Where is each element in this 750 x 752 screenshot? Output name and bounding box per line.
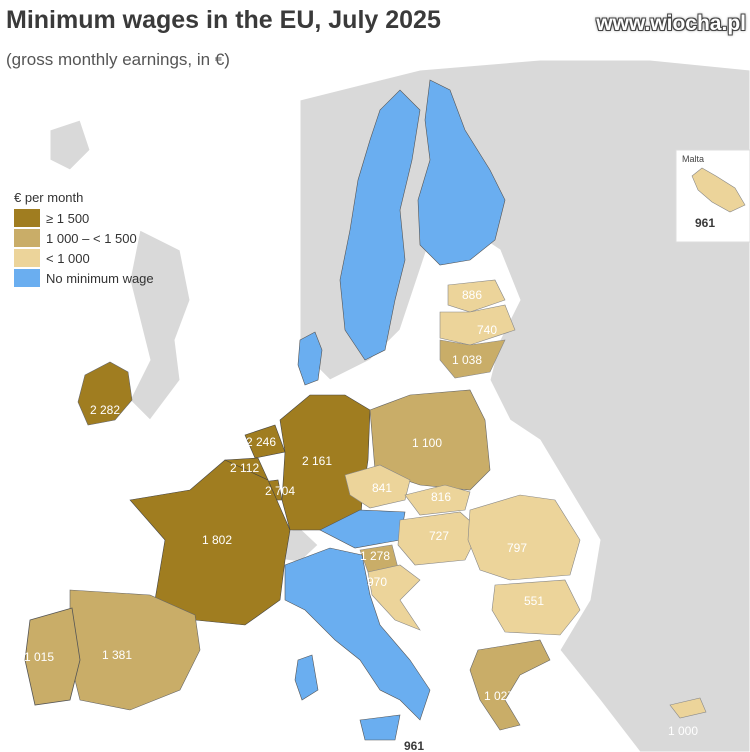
label-czechia: 841 [372,481,392,495]
region-finland [417,79,506,266]
legend: € per month ≥ 1 500 1 000 – < 1 500 < 1 … [14,190,154,288]
label-luxembourg: 2 704 [265,484,295,498]
label-bulgaria: 551 [524,594,544,608]
label-slovakia: 816 [431,490,451,504]
region-croatia [367,564,421,631]
legend-label: ≥ 1 500 [46,210,90,226]
region-bulgaria [491,579,581,636]
region-france [129,459,291,626]
region-greece [469,639,551,731]
region-denmark [297,331,323,386]
region-ireland [77,361,133,426]
legend-swatch [14,209,40,227]
label-cyprus: 1 000 [668,724,698,738]
legend-swatch [14,269,40,287]
legend-label: No minimum wage [46,270,154,286]
region-slovakia [404,484,471,516]
label-latvia: 740 [477,323,497,337]
legend-swatch [14,249,40,267]
label-germany: 2 161 [302,454,332,468]
region-sicily [359,714,401,741]
legend-heading: € per month [14,190,84,205]
label-greece: 1 027 [484,689,514,703]
label-slovenia: 1 278 [360,549,390,563]
label-ireland: 2 282 [90,403,120,417]
label-france: 1 802 [202,533,232,547]
label-romania: 797 [507,541,527,555]
region-italy [284,547,431,721]
label-croatia: 970 [367,575,387,589]
region-estonia [447,279,506,313]
label-portugal: 1 015 [24,650,54,664]
non-eu-land [49,59,750,752]
watermark: www.wiocha.pl [596,12,746,35]
label-poland: 1 100 [412,436,442,450]
label-estonia: 886 [462,288,482,302]
label-hungary: 727 [429,529,449,543]
legend-label: 1 000 – < 1 500 [46,230,137,246]
page-subtitle: (gross monthly earnings, in €) [6,50,230,69]
page-title: Minimum wages in the EU, July 2025 [6,6,441,34]
region-lithuania [439,339,506,379]
region-sardinia [294,654,319,701]
legend-item: ≥ 1 500 [14,208,154,228]
legend-item: 1 000 – < 1 500 [14,228,154,248]
region-portugal [24,607,81,706]
label-belgium: 2 112 [230,461,259,475]
legend-item: No minimum wage [14,268,154,288]
region-romania [467,494,581,581]
label-malta-bottom: 961 [404,739,424,752]
label-netherlands: 2 246 [246,435,276,449]
legend-swatch [14,229,40,247]
region-sweden [339,89,421,361]
region-latvia [439,304,516,346]
malta-inset-title: Malta [682,154,705,164]
region-czechia [344,464,411,509]
region-cyprus [669,697,707,719]
label-lithuania: 1 038 [452,353,482,367]
region-hungary [397,511,481,566]
label-spain: 1 381 [102,648,132,662]
legend-label: < 1 000 [46,250,90,266]
label-malta-inset: 961 [695,216,715,230]
legend-item: < 1 000 [14,248,154,268]
region-malta-inset [691,167,746,213]
